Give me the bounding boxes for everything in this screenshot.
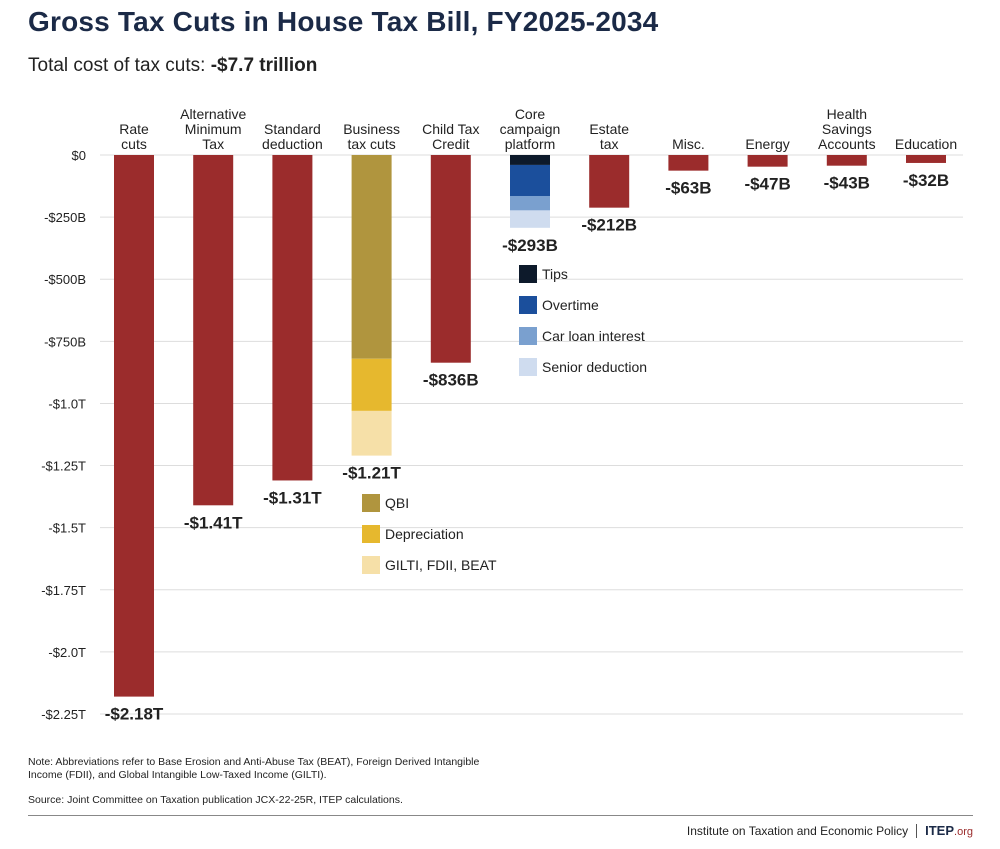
category-label: deduction (262, 136, 323, 152)
bar-segment (510, 210, 550, 228)
category-label: platform (505, 136, 556, 152)
category-label: Standard (264, 121, 321, 137)
bar (430, 155, 471, 363)
footer-org-name: Institute on Taxation and Economic Polic… (686, 823, 909, 838)
y-tick-label: -$1.0T (48, 396, 86, 411)
bar (272, 155, 313, 481)
y-tick-label: -$1.25T (41, 459, 86, 474)
y-tick-label: $0 (72, 148, 86, 163)
category-label: Energy (745, 136, 789, 152)
data-label: -$293B (502, 236, 558, 255)
legend-label: Senior deduction (542, 359, 647, 375)
category-label: Estate (589, 121, 629, 137)
legend-swatch (362, 494, 380, 512)
y-tick-label: -$750B (44, 334, 86, 349)
legend-label: Overtime (542, 297, 599, 313)
bar (589, 155, 630, 208)
legend-swatch (519, 296, 537, 314)
itep-logo[interactable]: ITEP.org (925, 823, 973, 838)
legend-label: Car loan interest (542, 328, 645, 344)
category-label: Misc. (672, 136, 705, 152)
footer-separator (916, 823, 918, 838)
legend-swatch (362, 556, 380, 574)
bar (114, 155, 154, 697)
chart-subtitle: Total cost of tax cuts: -$7.7 trillion (28, 55, 317, 77)
y-tick-label: -$1.5T (48, 521, 86, 536)
bar-segment (351, 358, 392, 411)
legend-label: Depreciation (385, 526, 464, 542)
category-label: Health (827, 106, 867, 122)
category-label: Accounts (818, 136, 876, 152)
legend-swatch (362, 525, 380, 543)
subtitle-prefix: Total cost of tax cuts: (28, 55, 211, 76)
legend-label: QBI (385, 495, 409, 511)
bar-segment (510, 155, 550, 165)
y-tick-label: -$250B (44, 210, 86, 225)
bar (906, 155, 946, 163)
category-label: Rate (119, 121, 149, 137)
data-label: -$47B (744, 175, 790, 194)
chart-note: Note: Abbreviations refer to Base Erosio… (28, 756, 480, 781)
category-label: tax cuts (347, 136, 395, 152)
y-tick-label: -$1.75T (41, 583, 86, 598)
bar-segment (351, 155, 392, 359)
category-label: Child Tax (422, 121, 479, 137)
subtitle-total: -$7.7 trillion (210, 55, 318, 76)
legend-label: Tips (542, 266, 568, 282)
footer-divider (28, 815, 973, 816)
bar-segment (510, 195, 550, 211)
category-label: Tax (202, 136, 224, 152)
data-label: -$63B (665, 179, 711, 198)
category-label: Credit (432, 136, 469, 152)
bar (747, 155, 788, 167)
chart-source: Source: Joint Committee on Taxation publ… (28, 794, 403, 806)
logo-main: ITEP (925, 823, 955, 838)
bar (193, 155, 234, 506)
data-label: -$836B (423, 371, 479, 390)
category-label: Education (895, 136, 957, 152)
bar-chart: $0 -$250B -$500B -$750B -$1.0T -$1.25T -$1.5T -… (41, 106, 963, 724)
bar-segment (351, 410, 392, 456)
data-label: -$32B (903, 171, 949, 190)
category-label: Savings (822, 121, 872, 137)
bar-segment (510, 164, 550, 196)
data-label: -$43B (824, 174, 870, 193)
category-label: Business (343, 121, 400, 137)
y-tick-label: -$500B (44, 272, 86, 287)
legend-swatch (519, 358, 537, 376)
category-label: Core (515, 106, 546, 122)
legend-swatch (519, 327, 537, 345)
legend-label: GILTI, FDII, BEAT (385, 557, 497, 573)
data-label: -$1.31T (263, 488, 322, 507)
footer: Institute on Taxation and Economic Polic… (687, 823, 973, 838)
y-tick-label: -$2.25T (41, 707, 86, 722)
bar (668, 155, 709, 171)
chart-title: Gross Tax Cuts in House Tax Bill, FY2025… (28, 6, 659, 37)
category-label: Minimum (185, 121, 242, 137)
category-label: tax (600, 136, 619, 152)
data-label: -$2.18T (105, 705, 164, 724)
logo-suffix: .org (954, 826, 973, 838)
category-label: Alternative (180, 106, 246, 122)
y-tick-label: -$2.0T (48, 645, 86, 660)
category-label: campaign (500, 121, 561, 137)
category-label: cuts (121, 136, 147, 152)
data-label: -$212B (581, 216, 637, 235)
legend-swatch (519, 265, 537, 283)
data-label: -$1.21T (342, 464, 401, 483)
bar (826, 155, 867, 166)
data-label: -$1.41T (184, 513, 243, 532)
